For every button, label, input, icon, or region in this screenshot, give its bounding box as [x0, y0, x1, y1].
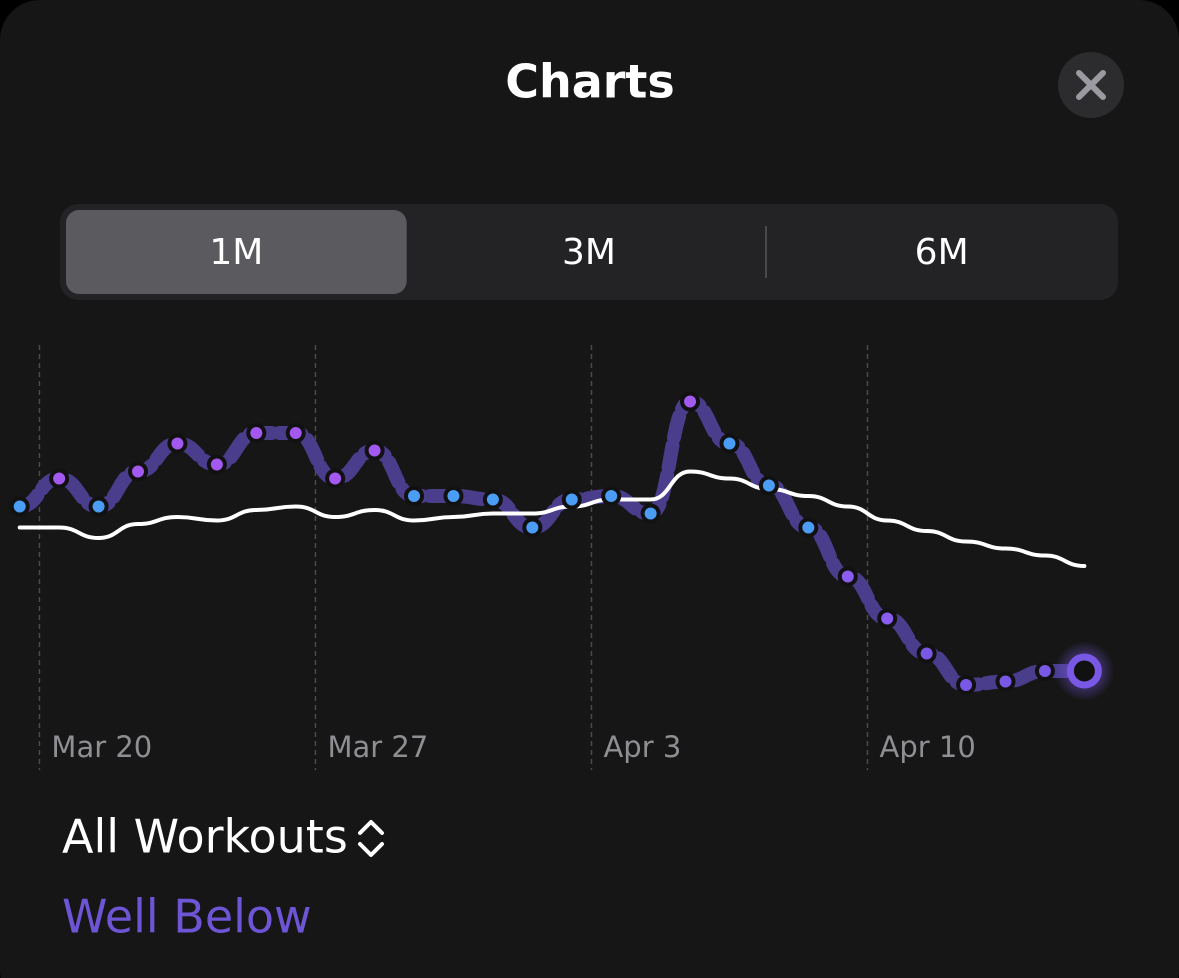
- close-button[interactable]: [1058, 52, 1124, 118]
- data-point: [758, 475, 779, 496]
- latest-point: [1066, 653, 1102, 689]
- x-tick-label: Apr 3: [603, 730, 681, 764]
- data-point: [798, 517, 819, 538]
- x-tick-label: Mar 27: [327, 730, 428, 764]
- data-point: [167, 433, 188, 454]
- data-point: [9, 496, 30, 517]
- data-point: [916, 643, 937, 664]
- data-point: [285, 423, 306, 443]
- data-point: [246, 423, 267, 443]
- segment-label[interactable]: 3M: [562, 232, 616, 273]
- data-point: [364, 440, 385, 461]
- data-point: [443, 486, 464, 506]
- data-point: [956, 675, 977, 695]
- data-point: [995, 671, 1016, 692]
- data-point: [325, 468, 346, 489]
- data-point: [522, 517, 543, 538]
- data-point: [128, 461, 149, 482]
- data-point: [877, 608, 898, 629]
- data-point: [88, 496, 109, 517]
- workout-filter[interactable]: All Workouts: [62, 810, 348, 864]
- data-point: [837, 566, 858, 587]
- data-point: [719, 433, 740, 454]
- chart: Mar 20 Mar 27 Apr 3 Apr 10: [9, 345, 1115, 770]
- x-tick-label: Mar 20: [51, 730, 152, 764]
- data-point: [206, 454, 227, 475]
- segment-label[interactable]: 1M: [209, 232, 263, 273]
- data-point: [49, 468, 70, 489]
- segment-label[interactable]: 6M: [915, 232, 969, 273]
- data-point: [1034, 661, 1055, 681]
- segment-selected: [66, 210, 407, 294]
- data-point: [680, 391, 701, 412]
- data-point: [561, 489, 582, 510]
- data-point: [482, 489, 503, 510]
- data-point: [640, 503, 661, 524]
- data-point: [404, 486, 425, 506]
- title: Charts: [505, 55, 675, 109]
- data-point: [601, 486, 622, 506]
- chevron-updown: [358, 820, 384, 857]
- status: Well Below: [62, 890, 312, 944]
- x-tick-label: Apr 10: [879, 730, 975, 764]
- average-line: [17, 469, 1087, 568]
